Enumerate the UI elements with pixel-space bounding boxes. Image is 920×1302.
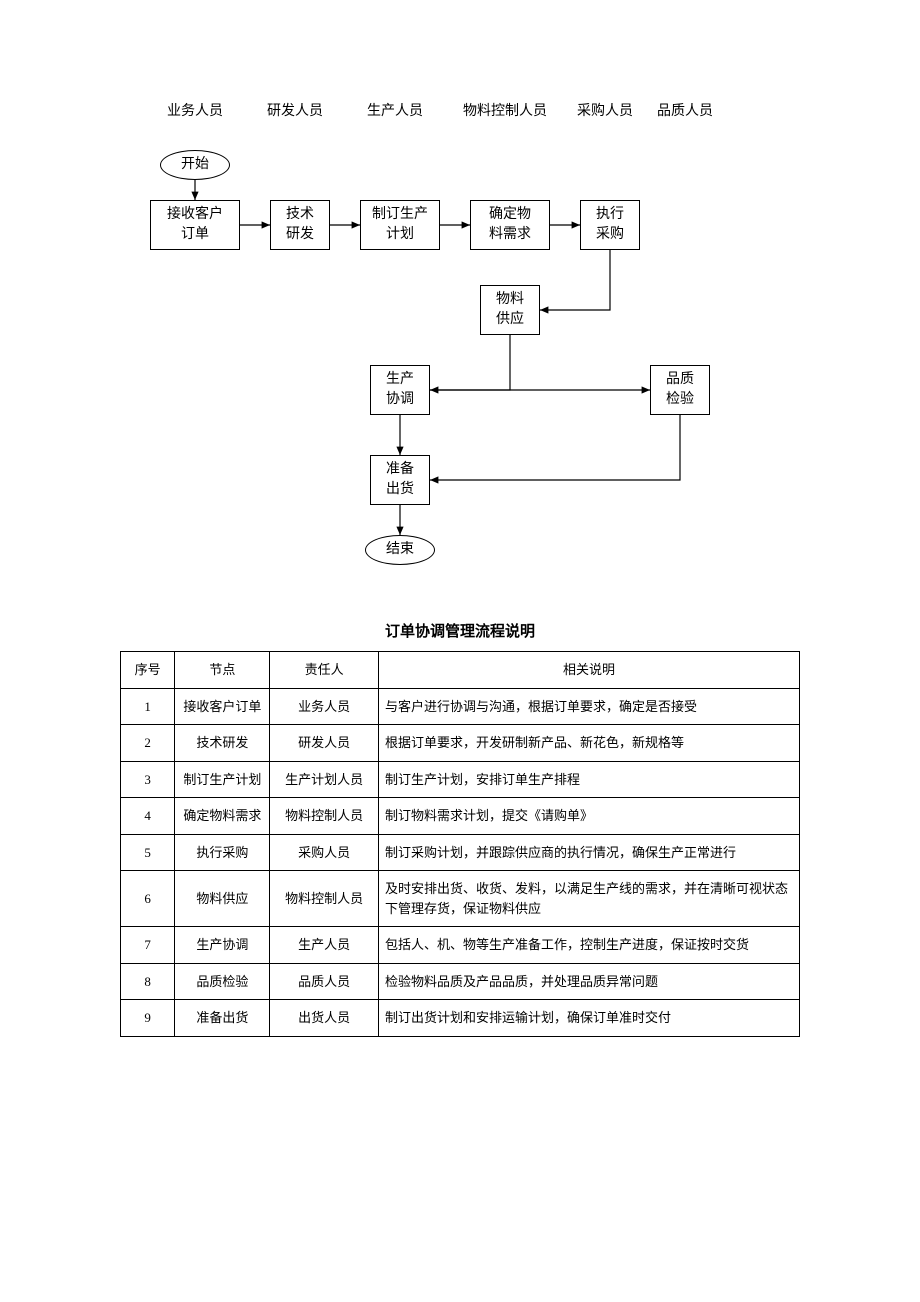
table-cell: 物料供应 — [175, 871, 270, 927]
table-cell: 执行采购 — [175, 834, 270, 871]
table-cell: 制订采购计划，并跟踪供应商的执行情况，确保生产正常进行 — [378, 834, 799, 871]
table-cell: 及时安排出货、收货、发料，以满足生产线的需求，并在清晰可视状态下管理存货，保证物… — [378, 871, 799, 927]
table-cell: 出货人员 — [270, 1000, 379, 1037]
table-row: 9准备出货出货人员制订出货计划和安排运输计划，确保订单准时交付 — [121, 1000, 800, 1037]
table-cell: 2 — [121, 725, 175, 762]
flow-node-n8: 品质检验 — [650, 365, 710, 415]
table-cell: 检验物料品质及产品品质，并处理品质异常问题 — [378, 963, 799, 1000]
table-cell: 7 — [121, 927, 175, 964]
table-title: 订单协调管理流程说明 — [120, 620, 800, 641]
table-cell: 接收客户订单 — [175, 688, 270, 725]
table-header-cell: 相关说明 — [378, 652, 799, 689]
table-cell: 制订生产计划，安排订单生产排程 — [378, 761, 799, 798]
table-cell: 品质检验 — [175, 963, 270, 1000]
table-cell: 9 — [121, 1000, 175, 1037]
table-cell: 生产计划人员 — [270, 761, 379, 798]
flow-node-n1: 接收客户订单 — [150, 200, 240, 250]
table-cell: 包括人、机、物等生产准备工作，控制生产进度，保证按时交货 — [378, 927, 799, 964]
flow-node-end: 结束 — [365, 535, 435, 565]
flow-node-start: 开始 — [160, 150, 230, 180]
table-cell: 物料控制人员 — [270, 798, 379, 835]
flow-node-n4: 确定物料需求 — [470, 200, 550, 250]
flow-node-n3: 制订生产计划 — [360, 200, 440, 250]
table-cell: 品质人员 — [270, 963, 379, 1000]
table-cell: 制订生产计划 — [175, 761, 270, 798]
table-row: 6物料供应物料控制人员及时安排出货、收货、发料，以满足生产线的需求，并在清晰可视… — [121, 871, 800, 927]
role-header: 品质人员 — [657, 100, 713, 120]
table-cell: 制订物料需求计划，提交《请购单》 — [378, 798, 799, 835]
role-header: 业务人员 — [167, 100, 223, 120]
table-cell: 物料控制人员 — [270, 871, 379, 927]
table-cell: 生产人员 — [270, 927, 379, 964]
flow-node-n7: 生产协调 — [370, 365, 430, 415]
role-header: 研发人员 — [267, 100, 323, 120]
table-row: 2技术研发研发人员根据订单要求，开发研制新产品、新花色，新规格等 — [121, 725, 800, 762]
table-cell: 4 — [121, 798, 175, 835]
table-cell: 5 — [121, 834, 175, 871]
flow-node-n2: 技术研发 — [270, 200, 330, 250]
table-header-cell: 序号 — [121, 652, 175, 689]
table-row: 8品质检验品质人员检验物料品质及产品品质，并处理品质异常问题 — [121, 963, 800, 1000]
table-cell: 业务人员 — [270, 688, 379, 725]
table-cell: 生产协调 — [175, 927, 270, 964]
table-cell: 6 — [121, 871, 175, 927]
edge-n5-n6 — [540, 250, 610, 310]
flow-node-n9: 准备出货 — [370, 455, 430, 505]
flow-node-n6: 物料供应 — [480, 285, 540, 335]
table-cell: 8 — [121, 963, 175, 1000]
table-row: 5执行采购采购人员制订采购计划，并跟踪供应商的执行情况，确保生产正常进行 — [121, 834, 800, 871]
role-header: 物料控制人员 — [463, 100, 547, 120]
table-row: 7生产协调生产人员包括人、机、物等生产准备工作，控制生产进度，保证按时交货 — [121, 927, 800, 964]
table-cell: 确定物料需求 — [175, 798, 270, 835]
table-header-cell: 责任人 — [270, 652, 379, 689]
table-cell: 技术研发 — [175, 725, 270, 762]
flowchart: 业务人员 研发人员 生产人员 物料控制人员 采购人员 品质人员 开始接收客户订单技术研发制… — [120, 100, 800, 580]
edge-n6-n7 — [430, 335, 510, 390]
table-cell: 研发人员 — [270, 725, 379, 762]
role-header: 采购人员 — [577, 100, 633, 120]
table-cell: 1 — [121, 688, 175, 725]
table-cell: 与客户进行协调与沟通，根据订单要求，确定是否接受 — [378, 688, 799, 725]
table-row: 3制订生产计划生产计划人员制订生产计划，安排订单生产排程 — [121, 761, 800, 798]
edge-n8-n9 — [430, 415, 680, 480]
table-header-cell: 节点 — [175, 652, 270, 689]
table-cell: 3 — [121, 761, 175, 798]
role-header: 生产人员 — [367, 100, 423, 120]
flow-node-n5: 执行采购 — [580, 200, 640, 250]
table-cell: 采购人员 — [270, 834, 379, 871]
table-cell: 根据订单要求，开发研制新产品、新花色，新规格等 — [378, 725, 799, 762]
table-cell: 准备出货 — [175, 1000, 270, 1037]
table-cell: 制订出货计划和安排运输计划，确保订单准时交付 — [378, 1000, 799, 1037]
description-table: 序号节点责任人相关说明 1接收客户订单业务人员与客户进行协调与沟通，根据订单要求… — [120, 651, 800, 1037]
table-row: 1接收客户订单业务人员与客户进行协调与沟通，根据订单要求，确定是否接受 — [121, 688, 800, 725]
table-row: 4确定物料需求物料控制人员制订物料需求计划，提交《请购单》 — [121, 798, 800, 835]
